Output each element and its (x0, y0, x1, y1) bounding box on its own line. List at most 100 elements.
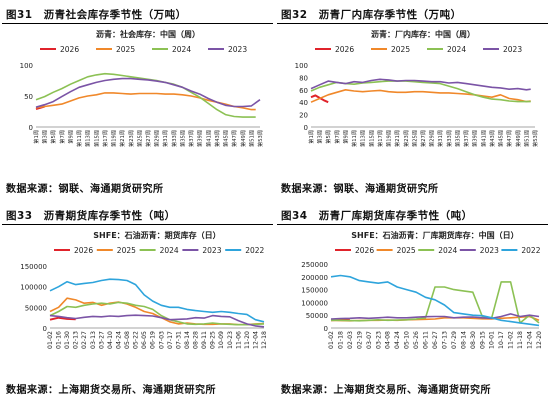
legend-label: 2026 (355, 246, 374, 255)
x-tick-label: 11-06 (235, 331, 242, 349)
series-line-2023 (35, 77, 261, 108)
x-tick-label: 第21周 (118, 130, 126, 147)
x-tick-label: 第21周 (393, 130, 401, 147)
y-tick-label: 80 (299, 74, 308, 82)
x-tick-label: 第3周 (316, 130, 324, 144)
legend-label: 2026 (74, 246, 93, 255)
x-tick-label: 第43周 (213, 130, 221, 147)
series-line-2026 (49, 316, 76, 321)
x-tick-label: 07-03 (158, 331, 165, 349)
x-tick-label: 02-27 (81, 331, 88, 349)
chart-title: SHFE：石油沥青：厂库期货库存：中国（日） (351, 230, 518, 240)
y-tick-label: 150000 (301, 287, 328, 295)
x-tick-label: 03-13 (90, 331, 97, 349)
x-tick-label: 第15周 (367, 130, 375, 147)
legend-label: 2025 (116, 45, 135, 54)
y-tick-label: 0 (304, 124, 308, 132)
x-tick-label: 第53周 (256, 130, 264, 147)
x-tick-label: 10-01 (489, 331, 496, 349)
chart-panel-factory-futures-inventory: 图34 沥青厂库期货库存季节性（吨） SHFE：石油沥青：厂库期货库存：中国（日… (277, 204, 548, 400)
x-tick-label: 04-10 (107, 331, 114, 349)
figure-title-bar: 图34 沥青厂库期货库存季节性（吨） (277, 204, 548, 225)
x-tick-label: 第5周 (324, 130, 332, 144)
x-tick-label: 第1周 (307, 130, 315, 144)
x-tick-label: 07-29 (451, 331, 458, 349)
legend-label: 2026 (335, 45, 354, 54)
x-tick-label: 08-14 (184, 331, 191, 349)
figure-title: 图31 沥青社会库存季节性（万吨） (6, 9, 187, 21)
x-tick-label: 06-27 (432, 331, 439, 349)
y-tick-label: 50000 (25, 304, 47, 312)
chart-panel-factory-inventory: 图32 沥青厂内库存季节性（万吨） 沥青：厂内库存：中国（周） 2026 2025 2… (277, 3, 548, 199)
x-tick-label: 第31周 (161, 130, 169, 147)
y-tick-label: 0 (324, 325, 328, 333)
x-tick-label: 第7周 (333, 130, 341, 144)
x-tick-label: 第35周 (178, 130, 186, 147)
x-tick-label: 03-23 (375, 331, 382, 349)
y-tick-label: 100000 (301, 299, 328, 307)
figure-title: 图32 沥青厂内库存季节性（万吨） (281, 9, 462, 21)
legend-label: 2024 (447, 45, 466, 54)
y-tick-label: 100 (20, 62, 33, 70)
line-chart: SHFE：石油沥青：期货库存（日）2026 2025 2024 2023 2022 0 50… (20, 230, 268, 349)
x-tick-label: 第25周 (135, 130, 143, 147)
series-line-2024 (310, 80, 531, 103)
x-tick-label: 12-18 (261, 331, 268, 349)
x-tick-label: 02-03 (347, 331, 354, 349)
legend-label: 2023 (228, 45, 247, 54)
data-source-note: 数据来源：钢联、海通期货研究所 (281, 184, 439, 195)
y-tick-label: 20 (299, 112, 308, 120)
x-tick-label: 第53周 (531, 130, 539, 147)
x-tick-label: 07-13 (441, 331, 448, 349)
x-tick-label: 第39周 (471, 130, 479, 147)
x-tick-label: 第23周 (127, 130, 135, 147)
x-tick-label: 第9周 (66, 130, 74, 144)
x-tick-label: 第19周 (385, 130, 393, 147)
line-chart: 沥青：厂内库存：中国（周） 2026 2025 2024 2023 0 20 40 60 80 10… (295, 29, 539, 147)
legend-label: 2023 (202, 246, 221, 255)
x-tick-label: 09-25 (210, 331, 217, 349)
x-tick-label: 01-30 (64, 331, 71, 349)
y-tick-label: 100 (295, 62, 308, 70)
legend-label: 2022 (245, 246, 264, 255)
x-tick-label: 07-31 (175, 331, 182, 349)
x-tick-label: 06-05 (141, 331, 148, 349)
x-tick-label: 08-14 (460, 331, 467, 349)
x-tick-label: 第45周 (222, 130, 230, 147)
legend-label: 2025 (117, 246, 136, 255)
x-tick-label: 06-19 (150, 331, 157, 349)
x-tick-label: 第17周 (376, 130, 384, 147)
legend-label: 2025 (391, 45, 410, 54)
x-tick-label: 第47周 (505, 130, 513, 147)
x-tick-label: 07-17 (167, 331, 174, 349)
x-tick-label: 04-24 (115, 331, 122, 349)
y-tick-label: 0 (29, 124, 33, 132)
x-tick-label: 第13周 (359, 130, 367, 147)
x-tick-label: 第29周 (428, 130, 436, 147)
x-tick-label: 08-30 (470, 331, 477, 349)
x-tick-label: 09-11 (201, 331, 208, 349)
x-tick-label: 01-18 (337, 331, 344, 349)
x-tick-label: 01-02 (328, 331, 335, 349)
x-tick-label: 第51周 (247, 130, 255, 147)
y-tick-label: 100000 (20, 284, 47, 292)
x-tick-label: 11-20 (244, 331, 251, 349)
x-tick-label: 第33周 (170, 130, 178, 147)
series-line-2022 (49, 278, 265, 323)
x-tick-label: 第27周 (144, 130, 152, 147)
legend-label: 2022 (521, 246, 540, 255)
x-tick-label: 01-16 (56, 331, 63, 349)
x-tick-label: 05-10 (404, 331, 411, 349)
x-tick-label: 11-02 (508, 331, 515, 349)
x-tick-label: 第23周 (402, 130, 410, 147)
x-tick-label: 02-19 (356, 331, 363, 349)
x-tick-label: 第13周 (84, 130, 92, 147)
x-tick-label: 第41周 (204, 130, 212, 147)
figure-title-bar: 图33 沥青期货库存季节性（吨） (2, 204, 273, 225)
x-tick-label: 第37周 (187, 130, 195, 147)
x-tick-label: 04-24 (394, 331, 401, 349)
chart-panel-social-inventory: 图31 沥青社会库存季节性（万吨） 沥青：社会库存：中国（周） 2026 2025 2… (2, 3, 273, 199)
x-tick-label: 03-27 (98, 331, 105, 349)
legend-label: 2024 (160, 246, 179, 255)
figure-title: 图33 沥青期货库存季节性（吨） (6, 210, 176, 222)
